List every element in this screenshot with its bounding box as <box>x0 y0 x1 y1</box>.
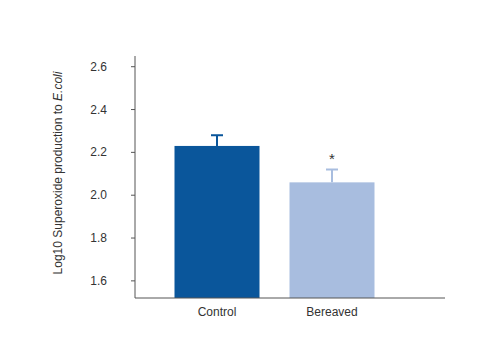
chart: 1.6 1.8 2.0 2.2 2.4 2.6 Control Bereaved * Log10 … <box>0 0 500 360</box>
y-tick <box>131 66 135 67</box>
y-tick <box>131 280 135 281</box>
y-axis <box>135 56 136 298</box>
y-tick <box>131 238 135 239</box>
y-axis-label-part: E.coli <box>51 71 65 101</box>
y-tick-label: 2.4 <box>90 103 107 117</box>
error-cap <box>211 134 223 136</box>
bar <box>290 182 375 298</box>
x-axis <box>135 298 445 299</box>
y-tick-label: 2.0 <box>90 188 107 202</box>
bar <box>175 146 260 298</box>
y-tick-label: 1.8 <box>90 231 107 245</box>
y-axis-label: Log10 Superoxide production to E.coli <box>51 71 65 274</box>
y-tick-label: 2.2 <box>90 145 107 159</box>
bars <box>175 135 375 298</box>
y-tick-label: 2.6 <box>90 60 107 74</box>
y-axis-label-part: Log10 Superoxide production to <box>51 101 65 274</box>
y-tick <box>131 109 135 110</box>
y-tick-label: 1.6 <box>90 274 107 288</box>
error-line <box>216 135 218 146</box>
error-cap <box>326 169 338 171</box>
x-tick-label: Bereaved <box>306 305 357 319</box>
error-line <box>331 170 333 183</box>
error-bar <box>211 135 223 146</box>
y-tick <box>131 195 135 196</box>
x-tick-label: Control <box>198 305 237 319</box>
annotation: * <box>329 150 335 167</box>
error-bar <box>326 170 338 183</box>
y-tick <box>131 152 135 153</box>
